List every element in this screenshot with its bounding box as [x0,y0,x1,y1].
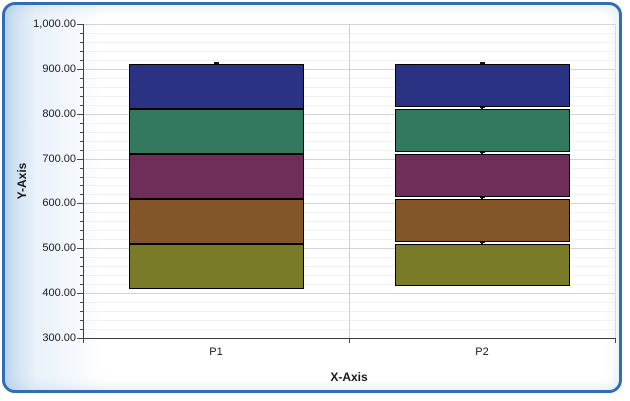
y-axis-title: Y-Axis [15,162,29,200]
segment-whisker [481,197,483,199]
y-minor-tick [80,32,83,34]
y-minor-tick [80,239,83,241]
y-major-tick [77,203,83,205]
x-category-label: P1 [209,346,223,358]
y-minor-tick [80,41,83,43]
y-axis-tick-label: 700.00 [42,152,76,165]
segment-whisker-cap [479,106,485,109]
y-axis-tick-label: 400.00 [42,287,76,300]
plot-right-edge [615,24,616,338]
y-minor-tick [80,275,83,277]
segment-whisker [215,63,217,65]
bar-segment-brown [394,198,570,242]
y-minor-tick [80,140,83,142]
x-axis-line [83,338,616,339]
category-divider-line [349,24,350,338]
y-minor-tick [80,329,83,331]
segment-whisker [481,242,483,244]
y-minor-tick [80,122,83,124]
bar-segment-olive [128,243,304,289]
y-major-tick [77,158,83,160]
y-minor-tick [80,212,83,214]
y-axis-tick-label: 300.00 [42,332,76,344]
bar-segment-navy [394,64,570,107]
y-minor-tick [80,302,83,304]
y-minor-tick [80,59,83,61]
segment-whisker-cap [479,196,485,199]
y-minor-tick [80,176,83,178]
x-axis-tick [615,339,616,343]
segment-whisker-cap [479,62,485,64]
bar-segment-teal [128,109,304,155]
x-category-label: P2 [475,346,489,358]
y-major-tick [77,113,83,115]
y-axis-tick-label: 500.00 [42,242,76,255]
y-major-tick [77,293,83,295]
bar-segment-purple [394,154,570,197]
y-axis-tick-label: 1,000.00 [33,18,76,30]
y-minor-tick [80,230,83,232]
segment-whisker [481,152,483,155]
y-axis-tick-label: 800.00 [42,107,76,120]
y-minor-tick [80,95,83,97]
segment-whisker-cap [213,62,219,64]
segment-whisker [481,107,483,110]
y-major-tick [77,24,83,25]
y-major-tick [77,248,83,250]
y-minor-tick [80,50,83,52]
y-axis-tick-label: 600.00 [42,197,76,210]
bar-segment-purple [128,154,304,199]
y-minor-tick [80,320,83,322]
y-axis-tick-label: 900.00 [42,62,76,75]
y-minor-tick [80,104,83,106]
y-minor-tick [80,131,83,133]
y-minor-tick [80,185,83,187]
y-minor-tick [80,257,83,259]
y-minor-tick [80,86,83,88]
bar-segment-brown [128,198,304,244]
y-minor-tick [80,284,83,286]
x-axis-title: X-Axis [330,370,368,384]
y-minor-tick [80,266,83,268]
y-axis-line [83,24,84,338]
y-minor-tick [80,311,83,313]
segment-whisker-cap [479,151,485,154]
y-major-tick [77,68,83,70]
bar-segment-olive [394,243,570,287]
bar-segment-teal [394,109,570,152]
y-minor-tick [80,221,83,223]
y-minor-tick [80,167,83,169]
segment-whisker [481,63,483,65]
segment-whisker-cap [479,241,485,244]
y-major-tick [77,338,83,339]
x-axis-tick [83,339,84,343]
y-minor-tick [80,77,83,79]
y-minor-tick [80,149,83,151]
x-axis-tick [349,339,350,343]
y-minor-tick [80,194,83,196]
bar-segment-navy [128,64,304,110]
